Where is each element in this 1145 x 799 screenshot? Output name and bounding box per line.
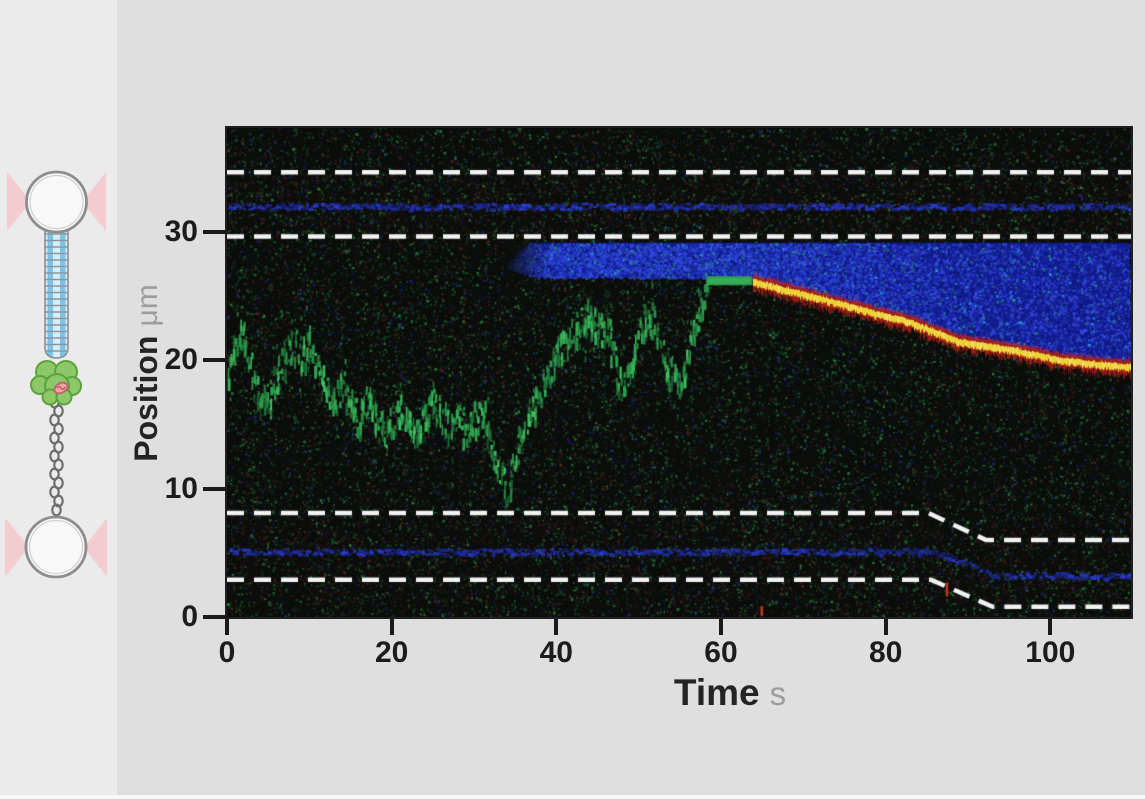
x-tick-mark [1048, 619, 1053, 635]
x-tick-mark [554, 619, 559, 635]
tether-coil-icon [49, 395, 64, 517]
y-tick-label: 20 [164, 343, 198, 377]
bead-icon-top [25, 170, 88, 234]
x-tick-label: 80 [868, 636, 903, 669]
x-tick-mark [718, 619, 723, 635]
bead-icon-bottom [24, 515, 88, 579]
adaptor-icon [53, 381, 69, 395]
optical-trap-icon-bottom-right [84, 518, 107, 577]
kymograph-canvas [227, 128, 1131, 617]
x-tick-mark [389, 619, 394, 635]
y-tick-label: 30 [164, 214, 198, 248]
x-axis-title: Time s [600, 671, 860, 715]
y-tick-mark [203, 358, 227, 363]
x-tick-label: 20 [374, 636, 409, 669]
motor-complex-icon [30, 360, 82, 406]
y-tick-label: 10 [164, 471, 198, 505]
x-tick-mark [883, 619, 888, 635]
y-tick-mark [203, 615, 227, 619]
optical-trap-icon-top-left [7, 172, 31, 231]
optical-trap-icon-bottom-left [5, 518, 29, 577]
x-tick-mark [225, 619, 229, 635]
y-tick-label: 0 [181, 600, 198, 633]
kymograph-plot [225, 126, 1133, 619]
y-axis-label: Position [128, 335, 164, 462]
x-axis-unit: s [769, 675, 787, 712]
assay-schematic [5, 170, 107, 579]
x-axis-label: Time [673, 672, 760, 713]
y-tick-mark [203, 229, 227, 234]
footer-strip [0, 795, 1145, 799]
y-tick-mark [203, 486, 227, 491]
y-axis-unit: μm [131, 284, 164, 327]
x-tick-label: 60 [704, 636, 738, 669]
x-tick-label: 100 [1025, 636, 1076, 669]
optical-trap-icon-top-right [82, 172, 106, 231]
schematic-panel [0, 0, 117, 799]
x-tick-label: 40 [539, 636, 573, 669]
y-axis-title: Position μm [124, 263, 168, 483]
microtubule-icon [44, 219, 69, 359]
x-tick-label: 0 [218, 636, 236, 669]
